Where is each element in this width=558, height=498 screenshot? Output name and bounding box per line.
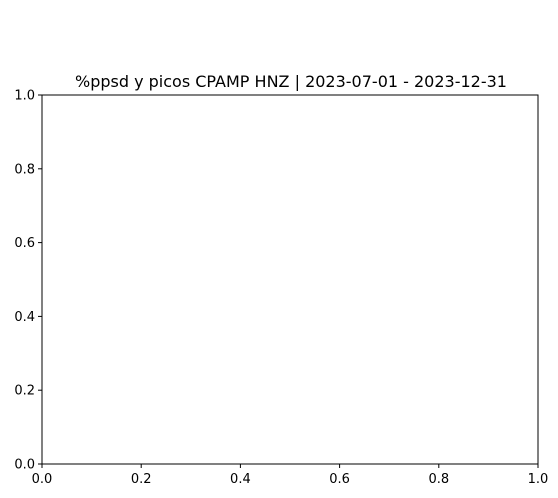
x-tick-label: 1.0 — [528, 472, 549, 487]
y-tick-label: 0.6 — [14, 236, 35, 251]
y-tick-label: 0.8 — [14, 162, 35, 177]
x-tick-label: 0.0 — [32, 472, 53, 487]
x-tick-label: 0.8 — [428, 472, 449, 487]
x-axis: 0.0 0.2 0.4 0.6 0.8 1.0 — [32, 464, 549, 487]
y-tick-label: 0.0 — [14, 458, 35, 473]
y-tick-label: 0.4 — [14, 310, 35, 325]
y-tick-label: 1.0 — [14, 89, 35, 104]
y-axis: 0.0 0.2 0.4 0.6 0.8 1.0 — [14, 89, 42, 473]
x-tick-label: 0.2 — [131, 472, 152, 487]
y-tick-label: 0.2 — [14, 384, 35, 399]
plot-area — [41, 94, 539, 465]
x-tick-label: 0.6 — [329, 472, 350, 487]
x-tick-label: 0.4 — [230, 472, 251, 487]
chart-title: %ppsd y picos CPAMP HNZ | 2023-07-01 - 2… — [75, 72, 507, 91]
